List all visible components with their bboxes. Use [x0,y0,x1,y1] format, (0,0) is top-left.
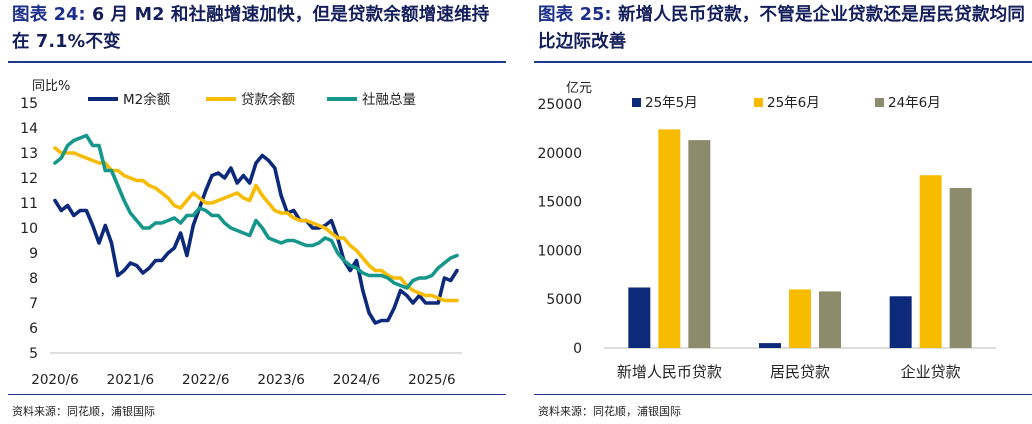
bars [628,129,972,348]
source-rule-right [534,394,1032,395]
bar-jun24 [688,140,711,348]
bar-may25 [628,287,651,348]
bar-may25 [889,296,912,348]
y-tick-label: 10 [20,221,38,237]
line-chart: 同比% M2余额 贷款余额 社融总量 5 6 7 8 9 10 11 12 13 14 15 2020/… [20,79,462,388]
bar-jun24 [949,187,972,348]
legend-label-m2: M2余额 [123,91,171,108]
y-tick-label: 14 [20,121,38,137]
series-lines [53,133,459,325]
y-tick-label: 0 [573,341,582,357]
title-text-left: 6 月 M2 和社融增速加快，但是贷款余额增速维持在 7.1%不变 [12,5,490,52]
y-axis-label: 亿元 [566,81,592,96]
y-tick-label: 9 [29,246,38,262]
series-line-loan [53,146,459,303]
legend-label-loan: 贷款余额 [241,91,295,108]
x-tick-label: 居民贷款 [770,363,830,381]
bar-jun25 [789,289,811,348]
x-tick-label: 2025/6 [408,372,456,388]
legend: M2余额 贷款余额 社融总量 [88,91,416,108]
legend: 25年5月 25年6月 24年6月 [632,95,941,111]
y-tick-label: 10000 [537,243,582,259]
y-tick-label: 11 [20,196,38,212]
x-tick-label: 2024/6 [333,372,381,388]
series-line-m2 [53,153,459,325]
title-text-right: 新增人民币贷款，不管是企业贷款还是居民贷款均同比边际改善 [538,5,1026,52]
legend-label-tsf: 社融总量 [362,92,416,108]
y-tick-label: 20000 [537,146,582,162]
series-line-tsf [53,133,459,290]
bar-chart: 亿元 25年5月 25年6月 24年6月 0 5000 10000 15000 20000 2… [537,81,996,381]
y-tick-label: 7 [29,296,38,312]
figure-label-left: 图表 24: [12,5,86,25]
y-tick-label: 8 [29,271,38,287]
bar-jun24 [819,291,841,348]
x-tick-label: 2021/6 [107,372,155,388]
y-tick-label: 5000 [546,292,582,308]
legend-label-jun24: 24年6月 [888,95,941,111]
chart-title-left: 图表 24: 6 月 M2 和社融增速加快，但是贷款余额增速维持在 7.1%不变 [12,2,502,56]
legend-swatch-may25 [632,98,641,107]
chart-title-right: 图表 25: 新增人民币贷款，不管是企业贷款还是居民贷款均同比边际改善 [538,2,1028,56]
x-tick-label: 新增人民币贷款 [617,363,722,381]
legend-label-may25: 25年5月 [645,95,698,111]
legend-swatch-jun24 [875,98,884,107]
y-tick-label: 12 [20,171,38,187]
x-tick-label: 企业贷款 [901,363,961,381]
x-tick-label: 2023/6 [257,372,305,388]
title-rule-left [8,61,506,63]
x-tick-label: 2020/6 [31,372,79,388]
y-tick-label: 15 [20,96,38,112]
bar-jun25 [919,175,942,348]
bar-may25 [759,343,781,348]
y-tick-label: 25000 [537,97,582,113]
chart-panel-left: 图表 24: 6 月 M2 和社融增速加快，但是贷款余额增速维持在 7.1%不变… [0,0,506,424]
y-tick-label: 5 [29,346,38,362]
chart-panel-right: 图表 25: 新增人民币贷款，不管是企业贷款还是居民贷款均同比边际改善 亿元 2… [526,0,1032,424]
y-tick-label: 6 [29,321,38,337]
legend-label-jun25: 25年6月 [767,95,820,111]
x-axis-ticks: 2020/6 2021/6 2022/6 2023/6 2024/6 2025/6 [31,372,455,388]
legend-swatch-jun25 [754,98,763,107]
y-axis-label: 同比% [32,79,70,94]
source-note-right: 资料来源：同花顺，浦银国际 [538,405,681,418]
source-note-left: 资料来源：同花顺，浦银国际 [12,405,155,418]
bar-jun25 [658,129,681,348]
figure-label-right: 图表 25: [538,5,612,25]
x-axis-ticks: 新增人民币贷款 居民贷款 企业贷款 [617,363,961,381]
source-rule-left [8,394,506,395]
y-tick-label: 15000 [537,195,582,211]
x-tick-label: 2022/6 [182,372,230,388]
y-axis-ticks: 5 6 7 8 9 10 11 12 13 14 15 [20,96,462,362]
y-tick-label: 13 [20,146,38,162]
title-rule-right [534,61,1032,63]
